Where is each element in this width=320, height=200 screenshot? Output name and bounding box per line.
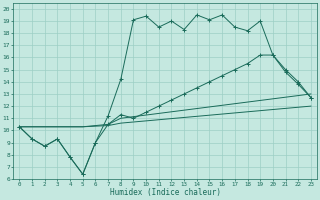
- X-axis label: Humidex (Indice chaleur): Humidex (Indice chaleur): [110, 188, 220, 197]
